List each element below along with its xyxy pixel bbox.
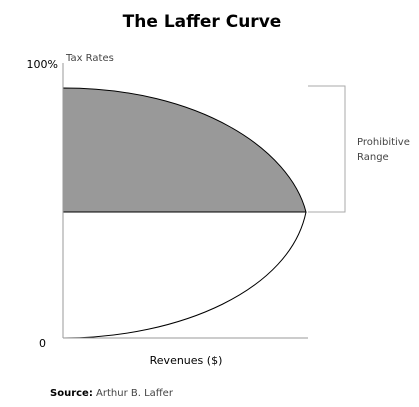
source: Source: Arthur B. Laffer — [50, 388, 174, 399]
prohibitive-area — [62, 87, 307, 213]
x-axis-label: Revenues ($) — [150, 354, 223, 367]
source-prefix: Source: — [50, 388, 93, 399]
title: The Laffer Curve — [123, 12, 282, 32]
source-text: Arthur B. Laffer — [96, 388, 174, 399]
annotation-line2: Range — [357, 152, 389, 163]
y-bottom-label: 0 — [39, 337, 46, 350]
y-axis-label: Tax Rates — [65, 53, 114, 64]
curve-lower — [62, 211, 307, 339]
range-bracket — [308, 85, 346, 213]
annotation-line1: Prohibitive — [357, 137, 410, 148]
y-top-label: 100% — [27, 58, 58, 71]
